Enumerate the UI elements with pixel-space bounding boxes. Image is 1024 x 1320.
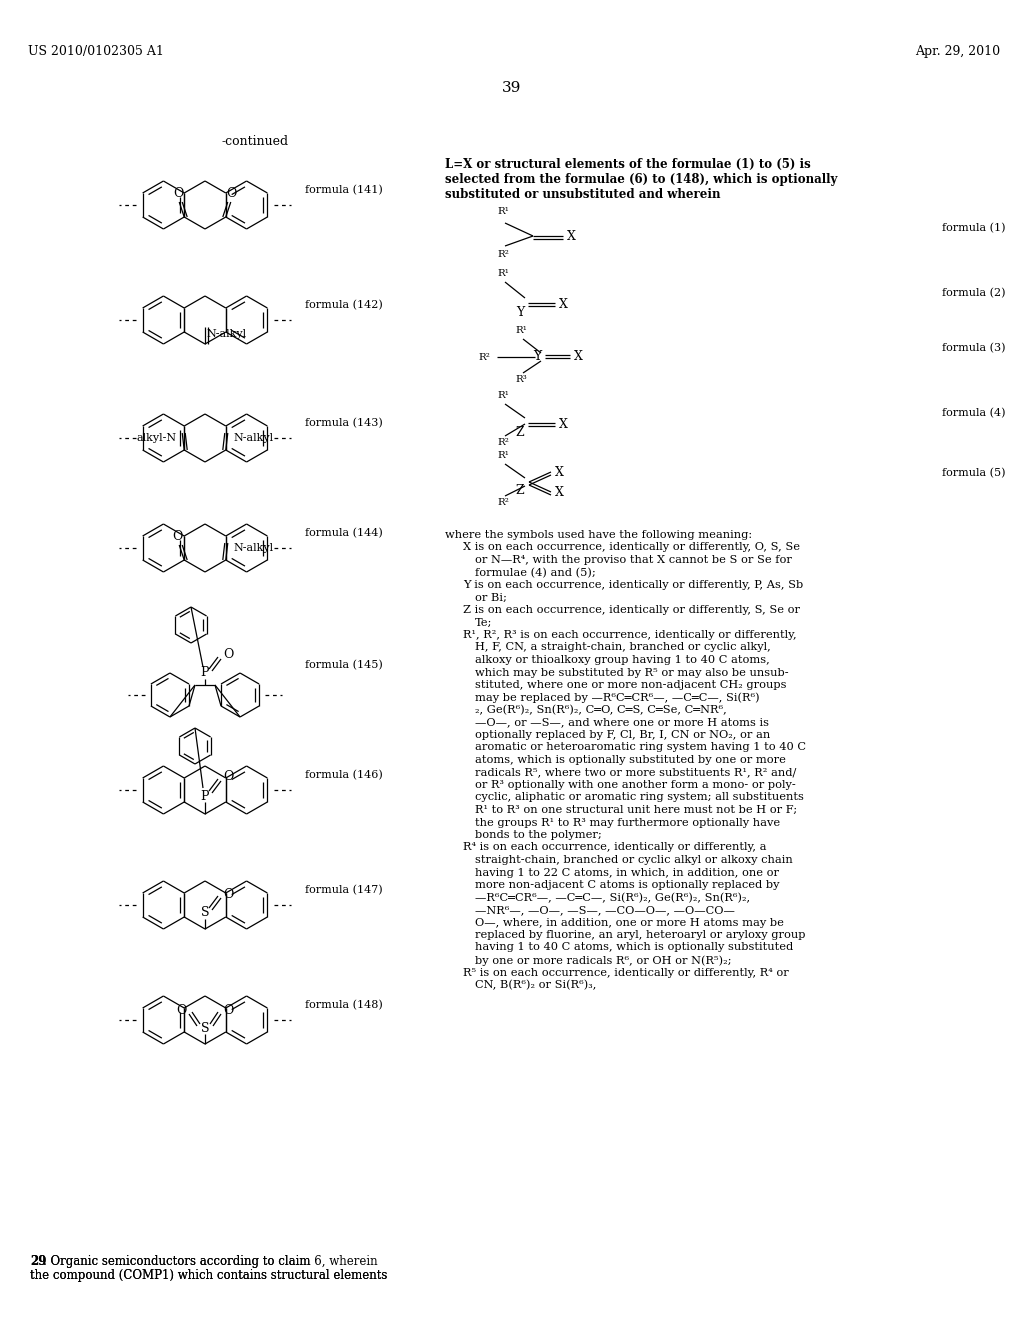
Text: H, F, CN, a straight-chain, branched or cyclic alkyl,: H, F, CN, a straight-chain, branched or … <box>475 643 771 652</box>
Text: N-alkyl: N-alkyl <box>233 433 273 444</box>
Text: . Organic semiconductors according to claim 6, wherein: . Organic semiconductors according to cl… <box>43 1255 378 1269</box>
Text: 39: 39 <box>503 81 521 95</box>
Text: Y: Y <box>532 351 541 363</box>
Text: R¹: R¹ <box>497 391 509 400</box>
Text: CN, B(R⁶)₂ or Si(R⁶)₃,: CN, B(R⁶)₂ or Si(R⁶)₃, <box>475 979 596 990</box>
Text: the groups R¹ to R³ may furthermore optionally have: the groups R¹ to R³ may furthermore opti… <box>475 817 780 828</box>
Text: replaced by fluorine, an aryl, heteroaryl or aryloxy group: replaced by fluorine, an aryl, heteroary… <box>475 931 806 940</box>
Text: Y is on each occurrence, identically or differently, P, As, Sb: Y is on each occurrence, identically or … <box>463 579 803 590</box>
Text: R⁴ is on each occurrence, identically or differently, a: R⁴ is on each occurrence, identically or… <box>463 842 767 853</box>
Text: O—, where, in addition, one or more H atoms may be: O—, where, in addition, one or more H at… <box>475 917 784 928</box>
Text: formula (148): formula (148) <box>305 1001 383 1010</box>
Text: R¹: R¹ <box>497 269 509 279</box>
Text: or Bi;: or Bi; <box>475 593 507 602</box>
Text: ₂, Ge(R⁶)₂, Sn(R⁶)₂, C═O, C═S, C═Se, C═NR⁶,: ₂, Ge(R⁶)₂, Sn(R⁶)₂, C═O, C═S, C═Se, C═N… <box>475 705 727 715</box>
Text: —NR⁶—, —O—, —S—, —CO—O—, —O—CO—: —NR⁶—, —O—, —S—, —CO—O—, —O—CO— <box>475 906 735 915</box>
Text: formula (147): formula (147) <box>305 884 383 895</box>
Text: 29: 29 <box>30 1255 46 1269</box>
Text: —O—, or —S—, and where one or more H atoms is: —O—, or —S—, and where one or more H ato… <box>475 718 769 727</box>
Text: having 1 to 40 C atoms, which is optionally substituted: having 1 to 40 C atoms, which is optiona… <box>475 942 794 953</box>
Text: R¹: R¹ <box>497 451 509 459</box>
Text: O: O <box>223 648 233 660</box>
Text: X is on each occurrence, identically or differently, O, S, Se: X is on each occurrence, identically or … <box>463 543 800 553</box>
Text: optionally replaced by F, Cl, Br, I, CN or NO₂, or an: optionally replaced by F, Cl, Br, I, CN … <box>475 730 770 741</box>
Text: the compound (COMP1) which contains structural elements: the compound (COMP1) which contains stru… <box>30 1269 387 1282</box>
Text: Z: Z <box>516 426 524 440</box>
Text: O: O <box>223 771 233 784</box>
Text: O: O <box>172 531 182 543</box>
Text: O: O <box>173 187 183 201</box>
Text: N-alkyl: N-alkyl <box>207 329 247 339</box>
Text: R²: R² <box>497 498 509 507</box>
Text: O: O <box>176 1003 187 1016</box>
Text: X: X <box>559 418 568 432</box>
Text: cyclic, aliphatic or aromatic ring system; all substituents: cyclic, aliphatic or aromatic ring syste… <box>475 792 804 803</box>
Text: —R⁶C═CR⁶—, —C═C—, Si(R⁶)₂, Ge(R⁶)₂, Sn(R⁶)₂,: —R⁶C═CR⁶—, —C═C—, Si(R⁶)₂, Ge(R⁶)₂, Sn(R… <box>475 892 751 903</box>
Text: X: X <box>574 350 583 363</box>
Text: -continued: -continued <box>221 135 289 148</box>
Text: formula (143): formula (143) <box>305 418 383 428</box>
Text: substituted or unsubstituted and wherein: substituted or unsubstituted and wherein <box>445 187 721 201</box>
Text: the compound (COMP1) which contains structural elements: the compound (COMP1) which contains stru… <box>30 1269 387 1282</box>
Text: stituted, where one or more non-adjacent CH₂ groups: stituted, where one or more non-adjacent… <box>475 680 786 690</box>
Text: R¹ to R³ on one structural unit here must not be H or F;: R¹ to R³ on one structural unit here mus… <box>475 805 797 814</box>
Text: alkoxy or thioalkoxy group having 1 to 40 C atoms,: alkoxy or thioalkoxy group having 1 to 4… <box>475 655 770 665</box>
Text: . Organic semiconductors according to claim: . Organic semiconductors according to cl… <box>43 1255 314 1269</box>
Text: more non-adjacent C atoms is optionally replaced by: more non-adjacent C atoms is optionally … <box>475 880 779 890</box>
Text: bonds to the polymer;: bonds to the polymer; <box>475 830 602 840</box>
Text: formulae (4) and (5);: formulae (4) and (5); <box>475 568 596 578</box>
Text: or R³ optionally with one another form a mono- or poly-: or R³ optionally with one another form a… <box>475 780 796 789</box>
Text: radicals R⁵, where two or more substituents R¹, R² and/: radicals R⁵, where two or more substitue… <box>475 767 797 777</box>
Text: N-alkyl: N-alkyl <box>233 543 273 553</box>
Text: O: O <box>223 1003 233 1016</box>
Text: formula (2): formula (2) <box>941 288 1005 298</box>
Text: formula (5): formula (5) <box>941 469 1005 478</box>
Text: O: O <box>226 187 237 201</box>
Text: formula (4): formula (4) <box>941 408 1005 418</box>
Text: X: X <box>559 298 568 312</box>
Text: R¹: R¹ <box>515 326 527 335</box>
Text: Z is on each occurrence, identically or differently, S, Se or: Z is on each occurrence, identically or … <box>463 605 800 615</box>
Text: Z: Z <box>516 484 524 498</box>
Text: formula (142): formula (142) <box>305 300 383 310</box>
Text: aromatic or heteroaromatic ring system having 1 to 40 C: aromatic or heteroaromatic ring system h… <box>475 742 806 752</box>
Text: R¹, R², R³ is on each occurrence, identically or differently,: R¹, R², R³ is on each occurrence, identi… <box>463 630 797 640</box>
Text: R²: R² <box>478 352 490 362</box>
Text: R³: R³ <box>515 375 526 384</box>
Text: O: O <box>223 887 233 900</box>
Text: formula (144): formula (144) <box>305 528 383 539</box>
Text: selected from the formulae (6) to (148), which is optionally: selected from the formulae (6) to (148),… <box>445 173 838 186</box>
Text: Apr. 29, 2010: Apr. 29, 2010 <box>914 45 1000 58</box>
Text: alkyl-N: alkyl-N <box>136 433 176 444</box>
Text: X: X <box>555 466 564 479</box>
Text: X: X <box>567 231 575 243</box>
Text: R²: R² <box>497 438 509 447</box>
Text: R¹: R¹ <box>497 207 509 216</box>
Text: formula (145): formula (145) <box>305 660 383 671</box>
Text: or N—R⁴, with the proviso that X cannot be S or Se for: or N—R⁴, with the proviso that X cannot … <box>475 554 792 565</box>
Text: formula (1): formula (1) <box>941 223 1005 234</box>
Text: 29: 29 <box>30 1255 46 1269</box>
Text: which may be substituted by R⁵ or may also be unsub-: which may be substituted by R⁵ or may al… <box>475 668 788 677</box>
Text: X: X <box>555 487 564 499</box>
Text: atoms, which is optionally substituted by one or more: atoms, which is optionally substituted b… <box>475 755 785 766</box>
Text: may be replaced by —R⁶C═CR⁶—, —C═C—, Si(R⁶): may be replaced by —R⁶C═CR⁶—, —C═C—, Si(… <box>475 693 760 704</box>
Text: having 1 to 22 C atoms, in which, in addition, one or: having 1 to 22 C atoms, in which, in add… <box>475 867 779 878</box>
Text: L=X or structural elements of the formulae (1) to (5) is: L=X or structural elements of the formul… <box>445 158 811 172</box>
Text: straight-chain, branched or cyclic alkyl or alkoxy chain: straight-chain, branched or cyclic alkyl… <box>475 855 793 865</box>
Text: P: P <box>201 667 209 680</box>
Text: Y: Y <box>516 306 524 319</box>
Text: formula (3): formula (3) <box>941 343 1005 354</box>
Text: formula (146): formula (146) <box>305 770 383 780</box>
Text: P: P <box>201 789 209 803</box>
Text: formula (141): formula (141) <box>305 185 383 195</box>
Text: R²: R² <box>497 249 509 259</box>
Text: R⁵ is on each occurrence, identically or differently, R⁴ or: R⁵ is on each occurrence, identically or… <box>463 968 788 978</box>
Text: S: S <box>201 1022 209 1035</box>
Text: by one or more radicals R⁶, or OH or N(R⁵)₂;: by one or more radicals R⁶, or OH or N(R… <box>475 954 731 965</box>
Text: Te;: Te; <box>475 618 493 627</box>
Text: US 2010/0102305 A1: US 2010/0102305 A1 <box>28 45 164 58</box>
Text: where the symbols used have the following meaning:: where the symbols used have the followin… <box>445 531 752 540</box>
Text: S: S <box>201 907 209 920</box>
